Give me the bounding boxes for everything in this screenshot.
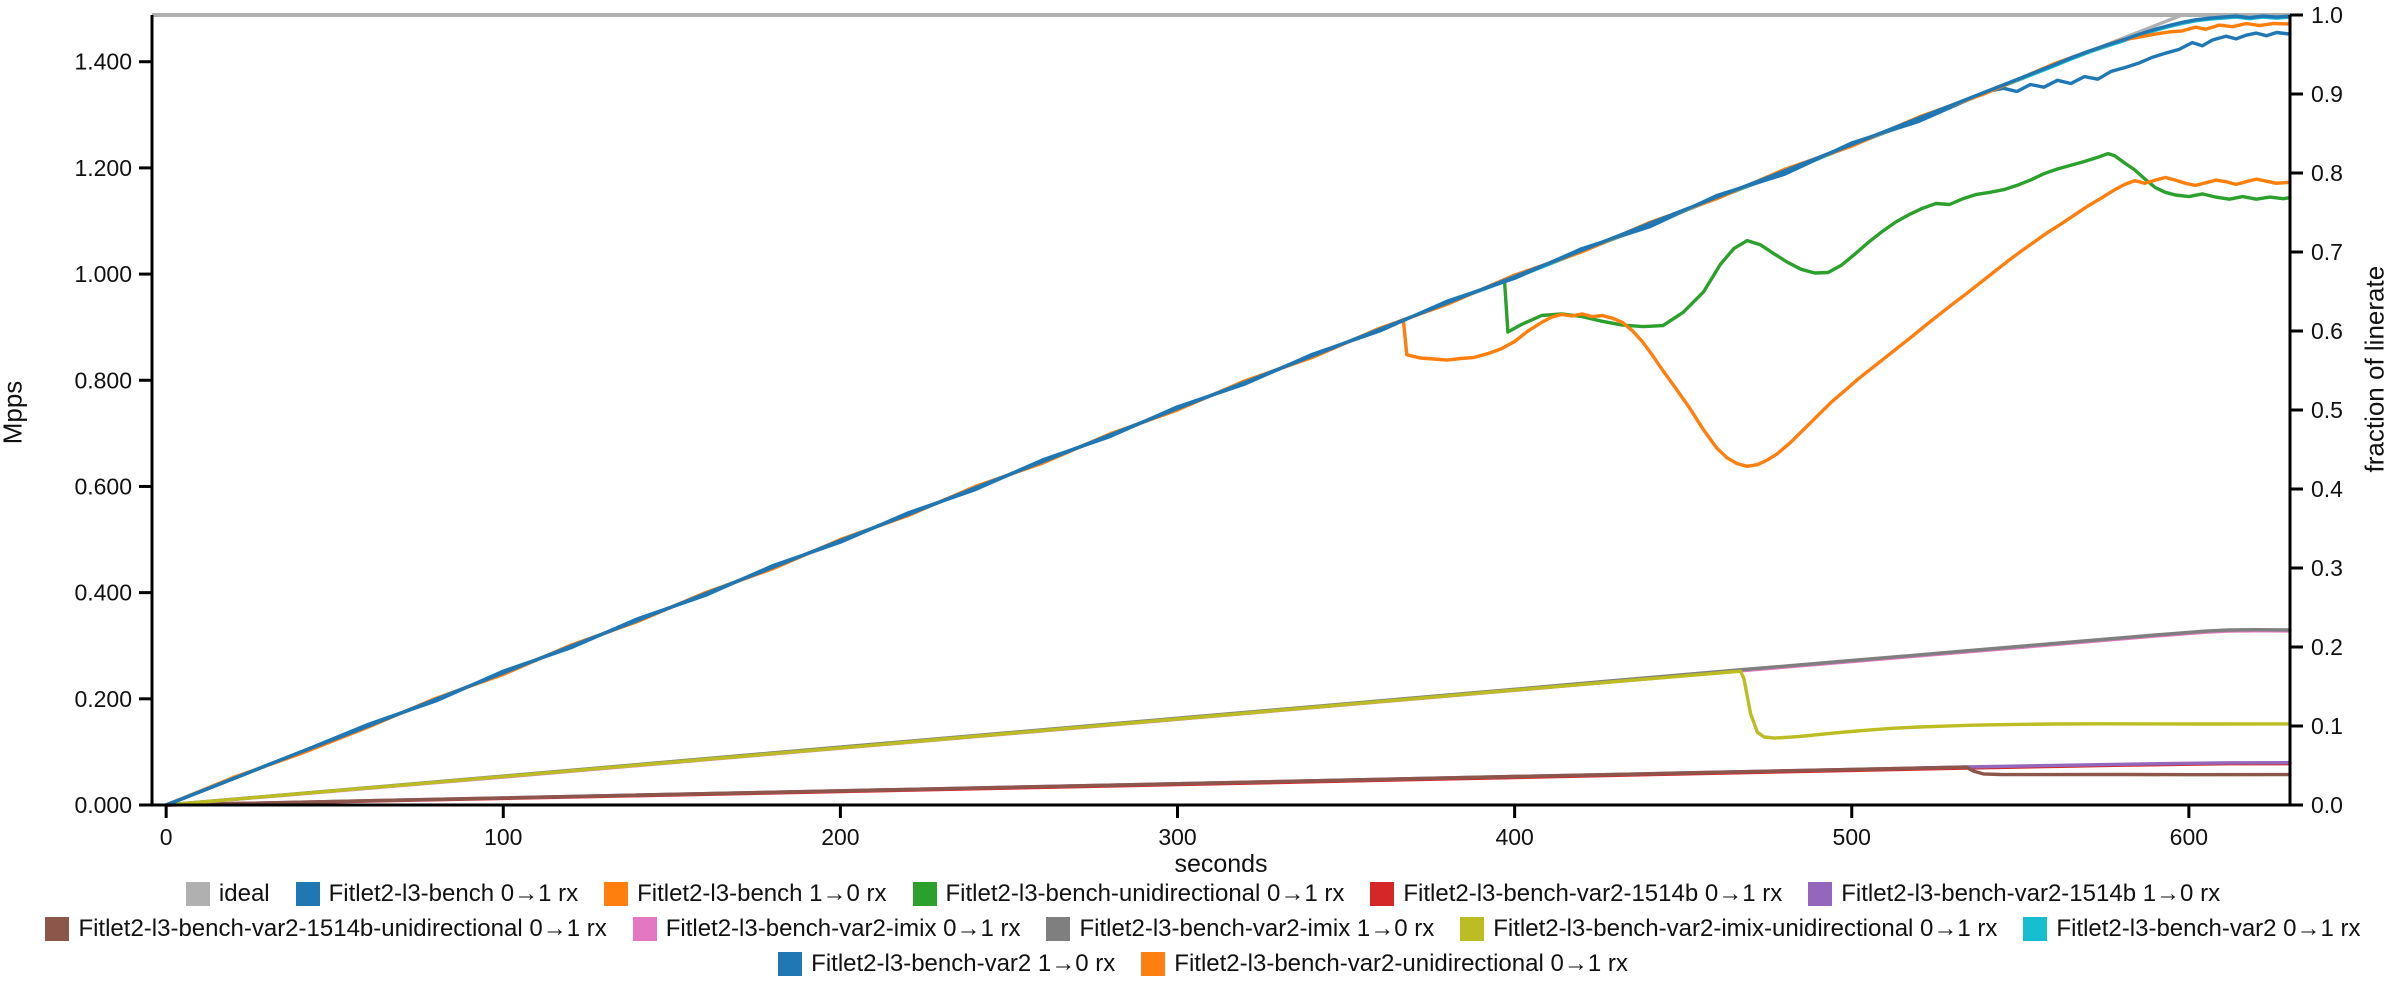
legend-swatch-icon	[45, 916, 70, 941]
legend-item: Fitlet2-l3-bench-var2-imix-unidirectiona…	[1460, 915, 1997, 943]
legend-label: Fitlet2-l3-bench-var2 1→0 rx	[811, 949, 1116, 977]
right-tick-label: 0.1	[2311, 713, 2343, 739]
right-tick-label: 0.4	[2311, 476, 2343, 502]
left-tick-label: 1.200	[74, 155, 132, 181]
legend-swatch-icon	[1370, 881, 1395, 906]
legend-row-3: Fitlet2-l3-bench-var2 1→0 rx Fitlet2-l3-b…	[778, 946, 1628, 981]
series-line-2	[164, 175, 2292, 807]
legend-label: Fitlet2-l3-bench 1→0 rx	[637, 879, 887, 907]
legend-row-2: Fitlet2-l3-bench-var2-1514b-unidirection…	[45, 911, 2361, 946]
legend-swatch-icon	[295, 881, 320, 906]
left-tick-label: 0.600	[74, 473, 132, 499]
x-tick-label: 100	[484, 824, 522, 850]
legend-label: Fitlet2-l3-bench-var2-unidirectional 0→1…	[1174, 949, 1628, 977]
legend-item: Fitlet2-l3-bench-var2-1514b 0→1 rx	[1370, 880, 1782, 908]
right-tick-label: 1.0	[2311, 2, 2343, 28]
legend-label: Fitlet2-l3-bench-var2-1514b 0→1 rx	[1403, 879, 1783, 907]
legend-item: Fitlet2-l3-bench-var2-imix 0→1 rx	[632, 914, 1021, 943]
right-tick-label: 0.7	[2311, 239, 2343, 265]
legend-item: ideal	[185, 879, 270, 908]
legend-item: Fitlet2-l3-bench-var2-imix 1→0 rx	[1046, 915, 1434, 943]
legend-swatch-icon	[912, 881, 937, 906]
legend-label: Fitlet2-l3-bench-unidirectional 0→1 rx	[945, 879, 1345, 907]
x-tick-label: 600	[2170, 824, 2208, 850]
right-tick-label: 0.6	[2311, 318, 2343, 344]
series-line-9	[164, 669, 2292, 807]
left-tick-label: 0.400	[74, 580, 132, 606]
legend-item: Fitlet2-l3-bench-var2-1514b 1→0 rx	[1808, 880, 2220, 908]
left-tick-label: 1.000	[74, 261, 132, 287]
right-tick-label: 0.0	[2311, 792, 2343, 818]
legend-swatch-icon	[778, 951, 803, 976]
series-line-12	[164, 21, 2292, 807]
left-tick-label: 0.000	[74, 792, 132, 818]
legend-label: Fitlet2-l3-bench-var2-1514b 1→0 rx	[1841, 879, 2221, 907]
right-tick-label: 0.9	[2311, 81, 2343, 107]
legend-label: ideal	[218, 879, 270, 907]
legend-item: Fitlet2-l3-bench-var2 0→1 rx	[2023, 914, 2361, 943]
left-axis-title: Mpps	[0, 380, 28, 445]
legend-swatch-icon	[1460, 916, 1485, 941]
legend-item: Fitlet2-l3-bench-var2-unidirectional 0→1…	[1141, 950, 1628, 978]
legend-item: Fitlet2-l3-bench 1→0 rx	[604, 879, 887, 908]
series-line-3	[164, 151, 2292, 807]
legend-swatch-icon	[1046, 916, 1071, 941]
legend-label: Fitlet2-l3-bench-var2 0→1 rx	[2056, 914, 2361, 942]
right-axis-title: fraction of linerate	[2359, 265, 2390, 473]
legend-label: Fitlet2-l3-bench-var2-imix 0→1 rx	[665, 914, 1021, 942]
right-tick-label: 0.3	[2311, 555, 2343, 581]
series-line-10	[164, 15, 2292, 807]
legend-swatch-icon	[185, 881, 210, 906]
x-tick-label: 400	[1495, 824, 1533, 850]
legend-item: Fitlet2-l3-bench 0→1 rx	[295, 879, 579, 908]
legend-label: Fitlet2-l3-bench-var2-imix-unidirectiona…	[1493, 914, 1998, 942]
series-line-0	[164, 13, 2292, 807]
x-axis-title: seconds	[1174, 850, 1268, 878]
series-line-1	[164, 30, 2292, 807]
legend-item: Fitlet2-l3-bench-var2 1→0 rx	[778, 950, 1115, 978]
legend-swatch-icon	[604, 881, 629, 906]
x-tick-label: 200	[821, 824, 859, 850]
series-line-11	[164, 14, 2292, 807]
legend-label: Fitlet2-l3-bench 0→1 rx	[328, 879, 579, 907]
x-tick-label: 0	[160, 824, 173, 850]
right-tick-label: 0.5	[2311, 397, 2343, 423]
series-line-6	[164, 765, 2292, 807]
left-tick-label: 1.400	[74, 49, 132, 75]
legend-label: Fitlet2-l3-bench-var2-imix 1→0 rx	[1079, 914, 1435, 942]
right-tick-label: 0.2	[2311, 634, 2343, 660]
legend-swatch-icon	[1141, 951, 1166, 976]
legend-row-1: ideal Fitlet2-l3-bench 0→1 rx Fitlet2-l3-b…	[185, 876, 2220, 911]
chart-legend: ideal Fitlet2-l3-bench 0→1 rx Fitlet2-l3-b…	[0, 876, 2406, 981]
legend-item: Fitlet2-l3-bench-unidirectional 0→1 rx	[912, 879, 1345, 908]
legend-swatch-icon	[2023, 916, 2048, 941]
legend-swatch-icon	[1808, 881, 1833, 906]
left-tick-label: 0.800	[74, 367, 132, 393]
x-tick-label: 500	[1833, 824, 1871, 850]
legend-item: Fitlet2-l3-bench-var2-1514b-unidirection…	[45, 914, 607, 943]
left-tick-label: 0.200	[74, 686, 132, 712]
x-tick-label: 300	[1158, 824, 1196, 850]
legend-swatch-icon	[632, 916, 657, 941]
right-tick-label: 0.8	[2311, 160, 2343, 186]
legend-label: Fitlet2-l3-bench-var2-1514b-unidirection…	[78, 914, 607, 942]
